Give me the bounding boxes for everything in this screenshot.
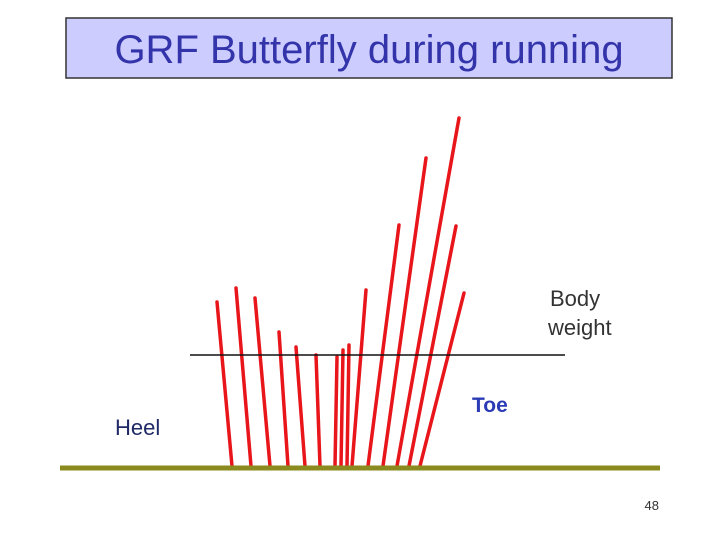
force-vector (418, 291, 466, 468)
force-vector (234, 286, 253, 468)
force-vector (350, 288, 368, 468)
body-weight-label: Body (550, 286, 600, 311)
force-vector (277, 330, 290, 468)
force-vector (381, 156, 428, 468)
force-vector (366, 223, 401, 468)
force-vector (215, 300, 234, 468)
force-vector (333, 355, 339, 468)
body-weight-label: weight (547, 315, 612, 340)
force-vector (407, 224, 458, 468)
force-vector (314, 353, 322, 468)
force-vector (395, 116, 461, 468)
force-vectors (215, 116, 466, 468)
force-vector (339, 348, 345, 468)
heel-label: Heel (115, 415, 160, 440)
force-vector (294, 345, 307, 468)
force-vector (253, 296, 272, 468)
title: GRF Butterfly during running (114, 28, 623, 72)
toe-label: Toe (472, 394, 508, 417)
force-vector (345, 343, 351, 468)
page-number: 48 (645, 498, 659, 513)
title-box (65, 17, 673, 79)
